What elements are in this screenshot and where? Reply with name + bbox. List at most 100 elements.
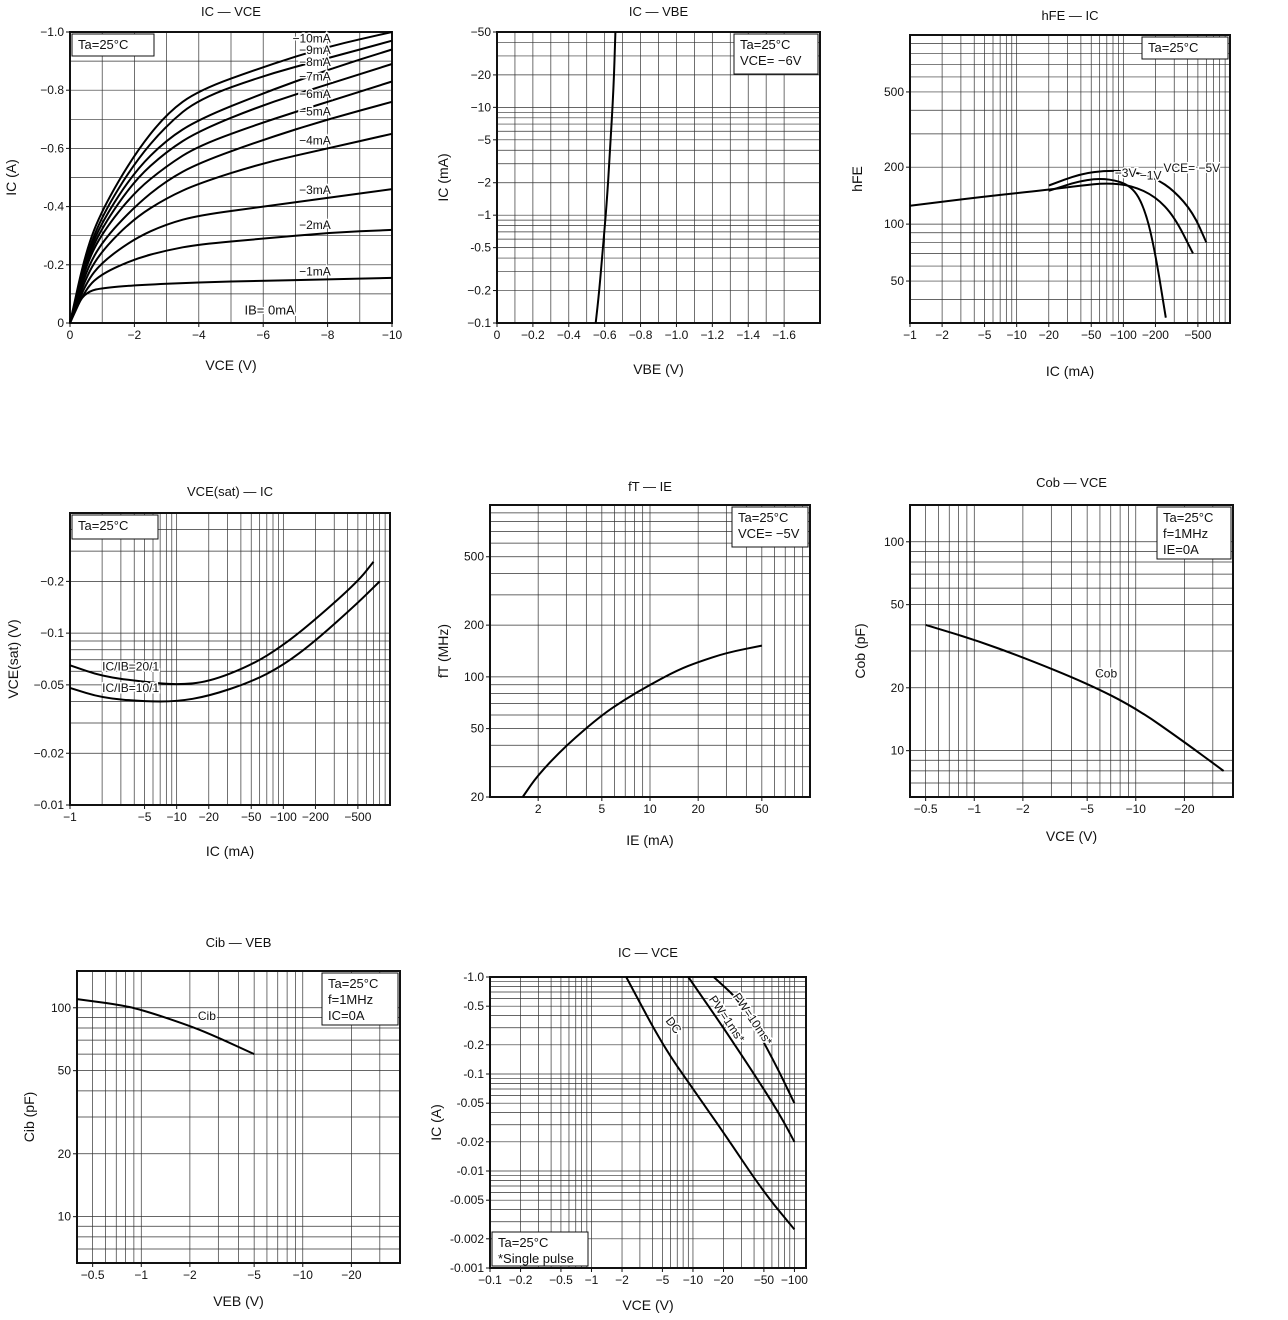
series-label: −4mA [299, 133, 331, 147]
y-axis-label: Cob (pF) [852, 623, 868, 678]
y-tick-label: 50 [891, 274, 905, 288]
series-label: −7mA [299, 69, 331, 83]
plot-frame [909, 504, 1234, 798]
x-tick-label: −0.5 [914, 802, 938, 816]
series-line [625, 976, 796, 1231]
x-tick-label: −10 [1126, 802, 1147, 816]
condition-text: IC=0A [328, 1008, 365, 1023]
series-line [69, 132, 393, 324]
x-tick-label: −0.6 [593, 328, 617, 342]
series-label: −3V [1115, 166, 1137, 180]
plot-frame [69, 31, 393, 324]
y-axis-label: IC (A) [3, 159, 19, 196]
x-tick-label: −5 [1080, 802, 1094, 816]
x-axis-label: VEB (V) [213, 1293, 264, 1309]
y-tick-label: −50 [471, 25, 492, 39]
y-tick-label: 100 [464, 670, 484, 684]
x-tick-label: −2 [183, 1268, 197, 1282]
series-label: −8mA [299, 55, 331, 69]
x-axis-label: IC (mA) [1046, 363, 1094, 379]
y-tick-label: −0.1 [40, 626, 64, 640]
x-tick-label: −20 [1174, 802, 1195, 816]
condition-text: *Single pulse [498, 1251, 574, 1266]
series-label: −6mA [299, 87, 331, 101]
series-label: IC/IB=20/1 [102, 659, 159, 673]
y-axis-label: IC (A) [428, 1104, 444, 1141]
series-line [69, 31, 393, 324]
x-axis-label: IC (mA) [206, 843, 254, 859]
x-tick-label: 0 [494, 328, 501, 342]
y-tick-label: −20 [471, 68, 492, 82]
plot-frame [489, 976, 807, 1269]
y-tick-label: -1.0 [463, 970, 484, 984]
y-tick-label: −0.8 [40, 83, 64, 97]
y-tick-label: −0.2 [467, 284, 491, 298]
y-tick-label: −5 [477, 133, 491, 147]
y-tick-label: 20 [58, 1147, 72, 1161]
y-tick-label: 100 [51, 1001, 71, 1015]
chart-ic-vbe: 0 −0.2 −0.4 −0.6 −0.8 −1.0 −1.2 −1.4 −1.6 −0.1 −0.… [435, 4, 821, 377]
condition-text: VCE= −5V [738, 526, 800, 541]
y-tick-label: -0.002 [450, 1232, 484, 1246]
y-tick-label: −0.2 [40, 574, 64, 588]
condition-text: VCE= −6V [740, 53, 802, 68]
condition-box [733, 33, 819, 75]
y-tick-label: 500 [884, 85, 904, 99]
x-tick-label: −8 [321, 328, 335, 342]
x-tick-label: 5 [598, 802, 605, 816]
series-line [69, 100, 393, 324]
x-tick-label: −100 [270, 810, 297, 824]
condition-text: Ta=25°C [78, 518, 128, 533]
y-axis-label: fT (MHz) [435, 624, 451, 678]
x-tick-label: −1.2 [700, 328, 724, 342]
series-label: VCE= −5V [1163, 161, 1220, 175]
y-tick-label: −1.0 [40, 25, 64, 39]
series-line [1048, 178, 1167, 318]
x-tick-label: −1 [63, 810, 77, 824]
y-tick-label: −10 [471, 100, 492, 114]
x-axis-label: VCE (V) [205, 357, 256, 373]
condition-box [1141, 36, 1229, 60]
y-tick-label: -0.001 [450, 1261, 484, 1275]
condition-text: Ta=25°C [78, 37, 128, 52]
x-axis-label: VCE (V) [622, 1297, 673, 1313]
series-line [594, 31, 617, 324]
x-tick-label: −10 [683, 1273, 704, 1287]
x-tick-label: −1 [585, 1273, 599, 1287]
series-line [1048, 169, 1208, 243]
series-line [925, 623, 1225, 772]
chart-title: VCE(sat) — IC [187, 484, 273, 499]
condition-text: Ta=25°C [1163, 510, 1213, 525]
chart-ft-ie: 2 5 10 20 50 20 50 100 200 500 fT — IE IE (mA) fT (M… [435, 479, 811, 848]
x-tick-label: −2 [128, 328, 142, 342]
plot-frame [909, 34, 1231, 324]
series-line [69, 80, 393, 324]
x-tick-label: −0.4 [557, 328, 581, 342]
y-tick-label: 50 [58, 1064, 72, 1078]
chart-ic-vce: 0 −2 −4 −6 −8 −10 0 -0.2 -0.4 −0.6 −0.8 −1.0 IC — VC… [3, 4, 403, 373]
series-line [521, 644, 762, 798]
chart-cob-vce: −0.5 −1 −2 −5 −10 −20 10 20 50 100 Cob — VCE VCE (V… [852, 475, 1234, 844]
series-label: −9mA [299, 43, 331, 57]
x-tick-label: −500 [344, 810, 371, 824]
x-axis-label: IE (mA) [626, 832, 673, 848]
condition-box [321, 972, 399, 1026]
x-tick-label: −20 [341, 1268, 362, 1282]
condition-text: Ta=25°C [328, 976, 378, 991]
x-axis-label: VCE (V) [1046, 828, 1097, 844]
series-line [69, 561, 375, 686]
condition-box [731, 506, 809, 548]
series-line [69, 580, 381, 703]
condition-text: IE=0A [1163, 542, 1199, 557]
chart-title: IC — VBE [629, 4, 689, 19]
y-tick-label: -0.4 [43, 200, 64, 214]
x-tick-label: 20 [691, 802, 705, 816]
y-tick-label: 100 [884, 535, 904, 549]
x-tick-label: −2 [615, 1273, 629, 1287]
x-tick-label: −50 [754, 1273, 775, 1287]
x-tick-label: −100 [781, 1273, 808, 1287]
series-label: −3mA [299, 183, 331, 197]
y-tick-label: 0 [57, 316, 64, 330]
y-tick-label: -0.2 [463, 1038, 484, 1052]
